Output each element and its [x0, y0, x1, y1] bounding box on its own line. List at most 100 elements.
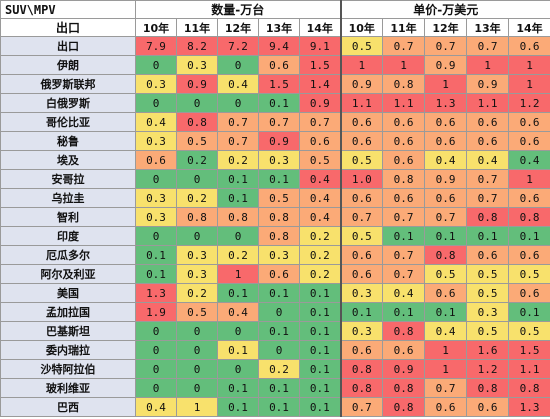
price-cell: 0.6 — [382, 112, 426, 132]
quantity-cell: 0.8 — [176, 207, 218, 227]
quantity-cell: 1.9 — [135, 302, 177, 322]
quantity-cell: 0.1 — [298, 302, 342, 322]
price-cell: 0.7 — [339, 397, 384, 417]
quantity-cell: 0 — [217, 321, 259, 341]
quantity-cell: 1.4 — [298, 74, 342, 94]
price-cell: 0.6 — [382, 340, 426, 360]
price-cell: 0.6 — [382, 150, 426, 170]
country-name: 印度 — [0, 226, 136, 246]
quantity-cell: 0.7 — [258, 112, 300, 132]
price-cell: 0.7 — [466, 188, 510, 208]
table-row: 委内瑞拉 0 0 0.1 0 0.1 0.6 0.6 1 1.6 1.5 — [0, 340, 550, 360]
price-cell: 0.6 — [339, 188, 384, 208]
row-header-label: 出口 — [0, 18, 136, 37]
price-cell: 0.6 — [424, 188, 468, 208]
country-name: 委内瑞拉 — [0, 340, 136, 360]
country-name: 孟加拉国 — [0, 302, 136, 322]
quantity-cell: 0 — [135, 359, 177, 379]
quantity-cell: 0.3 — [135, 207, 177, 227]
quantity-cell: 0.3 — [176, 55, 218, 75]
price-cell: 0.7 — [382, 245, 426, 265]
year-header: 10年 — [135, 18, 177, 37]
year-header: 13年 — [466, 18, 510, 37]
quantity-cell: 0 — [176, 340, 218, 360]
country-name: 乌拉圭 — [0, 188, 136, 208]
price-cell: 1.1 — [339, 93, 384, 113]
country-name: 哥伦比亚 — [0, 112, 136, 132]
price-cell: 0.1 — [424, 302, 468, 322]
quantity-cell: 0.9 — [258, 131, 300, 151]
price-cell: 0.7 — [424, 36, 468, 56]
quantity-cell: 0.3 — [135, 131, 177, 151]
quantity-cell: 7.9 — [135, 36, 177, 56]
table-row: 玻利维亚 0 0 0.1 0.1 0.1 0.8 0.8 0.7 0.8 0.8 — [0, 378, 550, 398]
quantity-cell: 0.1 — [258, 283, 300, 303]
quantity-cell: 0.1 — [298, 378, 342, 398]
quantity-cell: 0.1 — [135, 264, 177, 284]
price-cell: 0.6 — [508, 131, 550, 151]
price-cell: 0.8 — [339, 378, 384, 398]
price-cell: 0.1 — [382, 226, 426, 246]
price-cell: 1.5 — [508, 340, 550, 360]
header-row-years: 出口 10年 11年 12年 13年 14年 10年 11年 12年 13年 1… — [0, 18, 550, 37]
price-cell: 0.6 — [508, 36, 550, 56]
quantity-cell: 0.1 — [298, 321, 342, 341]
table-row: 埃及 0.6 0.2 0.2 0.3 0.5 0.5 0.6 0.4 0.4 0.4 — [0, 150, 550, 170]
quantity-cell: 0.1 — [217, 378, 259, 398]
quantity-cell: 0.7 — [217, 112, 259, 132]
quantity-cell: 0.9 — [176, 74, 218, 94]
price-cell: 0.9 — [466, 74, 510, 94]
price-cell: 0.4 — [424, 150, 468, 170]
quantity-cell: 0 — [176, 321, 218, 341]
quantity-cell: 0.1 — [258, 321, 300, 341]
table-row: 乌拉圭 0.3 0.2 0.1 0.5 0.4 0.6 0.6 0.6 0.7 0.6 — [0, 188, 550, 208]
price-cell: 0.8 — [382, 74, 426, 94]
year-header: 10年 — [339, 18, 384, 37]
quantity-cell: 0.3 — [176, 264, 218, 284]
price-cell: 0.6 — [339, 245, 384, 265]
price-cell: 0.5 — [424, 264, 468, 284]
quantity-cell: 0 — [176, 359, 218, 379]
table-row: 白俄罗斯 0 0 0 0.1 0.9 1.1 1.1 1.3 1.1 1.2 — [0, 93, 550, 113]
quantity-cell: 7.2 — [217, 36, 259, 56]
price-cell: 0.6 — [424, 131, 468, 151]
price-cell: 0.5 — [339, 36, 384, 56]
price-cell: 0.9 — [382, 359, 426, 379]
quantity-cell: 0 — [217, 226, 259, 246]
price-cell: 0.1 — [508, 226, 550, 246]
country-name: 秘鲁 — [0, 131, 136, 151]
price-cell: 1.1 — [466, 93, 510, 113]
country-name: 出口 — [0, 36, 136, 56]
price-cell: 0.6 — [466, 131, 510, 151]
country-name: 巴基斯坦 — [0, 321, 136, 341]
quantity-cell: 0 — [217, 93, 259, 113]
table-row: 阿尔及利亚 0.1 0.3 1 0.6 0.2 0.6 0.7 0.5 0.5 0.5 — [0, 264, 550, 284]
quantity-cell: 0.7 — [217, 131, 259, 151]
price-cell: 0.6 — [424, 397, 468, 417]
year-header: 12年 — [424, 18, 468, 37]
year-header: 11年 — [176, 18, 218, 37]
quantity-cell: 0.7 — [298, 112, 342, 132]
quantity-cell: 0.4 — [217, 74, 259, 94]
price-cell: 0.1 — [508, 302, 550, 322]
year-header: 14年 — [508, 18, 550, 37]
table-row: 智利 0.3 0.8 0.8 0.8 0.4 0.7 0.7 0.7 0.8 0.8 — [0, 207, 550, 227]
quantity-cell: 0 — [135, 55, 177, 75]
country-name: 玻利维亚 — [0, 378, 136, 398]
price-cell: 1 — [424, 74, 468, 94]
quantity-cell: 0.3 — [135, 188, 177, 208]
price-cell: 0.6 — [339, 340, 384, 360]
price-cell: 1.2 — [508, 93, 550, 113]
table-row: 美国 1.3 0.2 0.1 0.1 0.1 0.3 0.4 0.6 0.5 0.6 — [0, 283, 550, 303]
quantity-cell: 0 — [176, 169, 218, 189]
price-cell: 0.7 — [466, 36, 510, 56]
quantity-cell: 0 — [176, 378, 218, 398]
country-name: 巴西 — [0, 397, 136, 417]
quantity-cell: 0 — [176, 93, 218, 113]
price-cell: 1.2 — [466, 359, 510, 379]
quantity-cell: 0.1 — [258, 169, 300, 189]
price-cell: 0.8 — [466, 378, 510, 398]
quantity-cell: 0.4 — [298, 169, 342, 189]
price-cell: 0.6 — [508, 188, 550, 208]
quantity-cell: 0.3 — [258, 245, 300, 265]
